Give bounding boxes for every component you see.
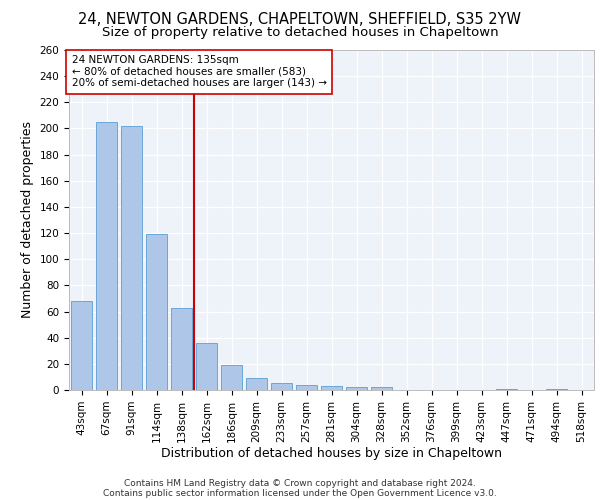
Bar bbox=[271, 384, 292, 390]
Bar bbox=[171, 308, 192, 390]
Text: 24, NEWTON GARDENS, CHAPELTOWN, SHEFFIELD, S35 2YW: 24, NEWTON GARDENS, CHAPELTOWN, SHEFFIEL… bbox=[79, 12, 521, 28]
Y-axis label: Number of detached properties: Number of detached properties bbox=[21, 122, 34, 318]
Bar bbox=[546, 388, 567, 390]
Bar bbox=[146, 234, 167, 390]
Bar bbox=[496, 388, 517, 390]
Bar bbox=[96, 122, 117, 390]
Bar bbox=[196, 343, 217, 390]
Bar bbox=[321, 386, 342, 390]
X-axis label: Distribution of detached houses by size in Chapeltown: Distribution of detached houses by size … bbox=[161, 448, 502, 460]
Bar bbox=[296, 385, 317, 390]
Bar bbox=[246, 378, 267, 390]
Bar bbox=[221, 365, 242, 390]
Text: Size of property relative to detached houses in Chapeltown: Size of property relative to detached ho… bbox=[101, 26, 499, 39]
Text: 24 NEWTON GARDENS: 135sqm
← 80% of detached houses are smaller (583)
20% of semi: 24 NEWTON GARDENS: 135sqm ← 80% of detac… bbox=[71, 55, 326, 88]
Bar bbox=[371, 388, 392, 390]
Text: Contains HM Land Registry data © Crown copyright and database right 2024.: Contains HM Land Registry data © Crown c… bbox=[124, 478, 476, 488]
Bar bbox=[121, 126, 142, 390]
Bar bbox=[71, 301, 92, 390]
Bar bbox=[346, 388, 367, 390]
Text: Contains public sector information licensed under the Open Government Licence v3: Contains public sector information licen… bbox=[103, 488, 497, 498]
